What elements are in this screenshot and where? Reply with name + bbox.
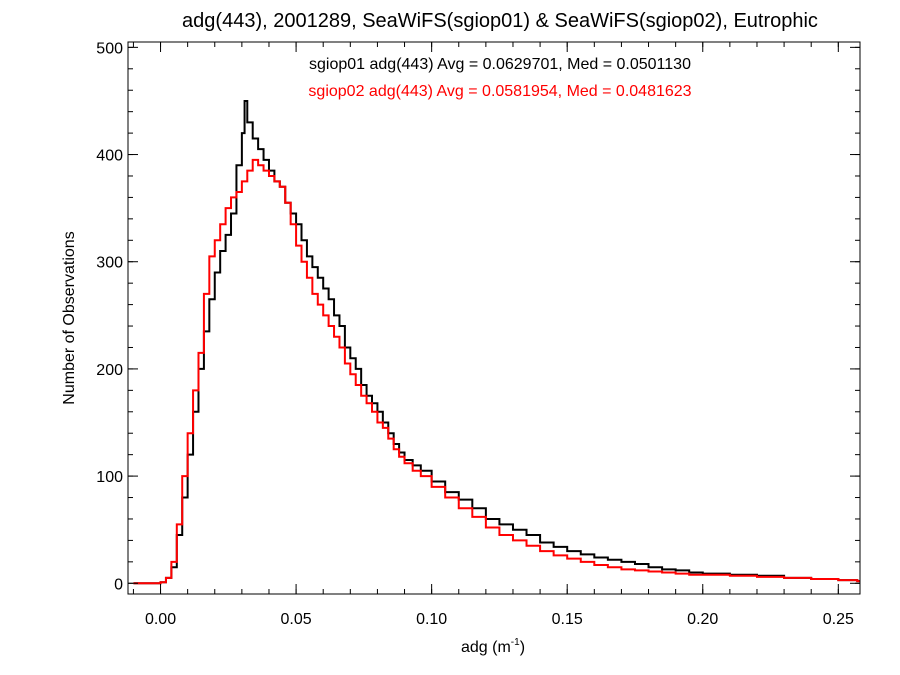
x-axis-label-end: ) — [520, 639, 525, 656]
legend-entry-sgiop01: sgiop01 adg(443) Avg = 0.0629701, Med = … — [309, 56, 691, 73]
x-axis-label-main: adg (m — [461, 639, 511, 656]
series-line-sgiop01 — [133, 99, 860, 585]
x-tick-label: 0.10 — [416, 611, 447, 628]
plot-frame — [127, 41, 861, 595]
x-tick-label: 0.05 — [281, 611, 312, 628]
y-tick-label: 0 — [114, 576, 123, 593]
x-tick-label: 0.25 — [823, 611, 854, 628]
x-tick-label: 0.15 — [552, 611, 583, 628]
x-axis-label: adg (m-1) — [461, 637, 525, 656]
y-tick-label: 300 — [96, 255, 123, 272]
chart-title: adg(443), 2001289, SeaWiFS(sgiop01) & Se… — [182, 10, 818, 32]
y-tick-label: 200 — [96, 362, 123, 379]
x-tick-label: 0.20 — [687, 611, 718, 628]
plot-area — [133, 99, 860, 585]
x-tick-label: 0.00 — [145, 611, 176, 628]
legend-entry-sgiop02: sgiop02 adg(443) Avg = 0.0581954, Med = … — [308, 83, 691, 100]
y-axis-label: Number of Observations — [61, 231, 78, 404]
y-tick-label: 100 — [96, 469, 123, 486]
y-tick-label: 500 — [96, 40, 123, 57]
x-axis-label-superscript: -1 — [511, 637, 520, 648]
series-line-sgiop02 — [133, 158, 860, 585]
axes: 0.00 0.05 0.10 0.15 0.20 0.25 0 100 200 300 400 500 — [96, 40, 861, 628]
y-tick-label: 400 — [96, 148, 123, 165]
